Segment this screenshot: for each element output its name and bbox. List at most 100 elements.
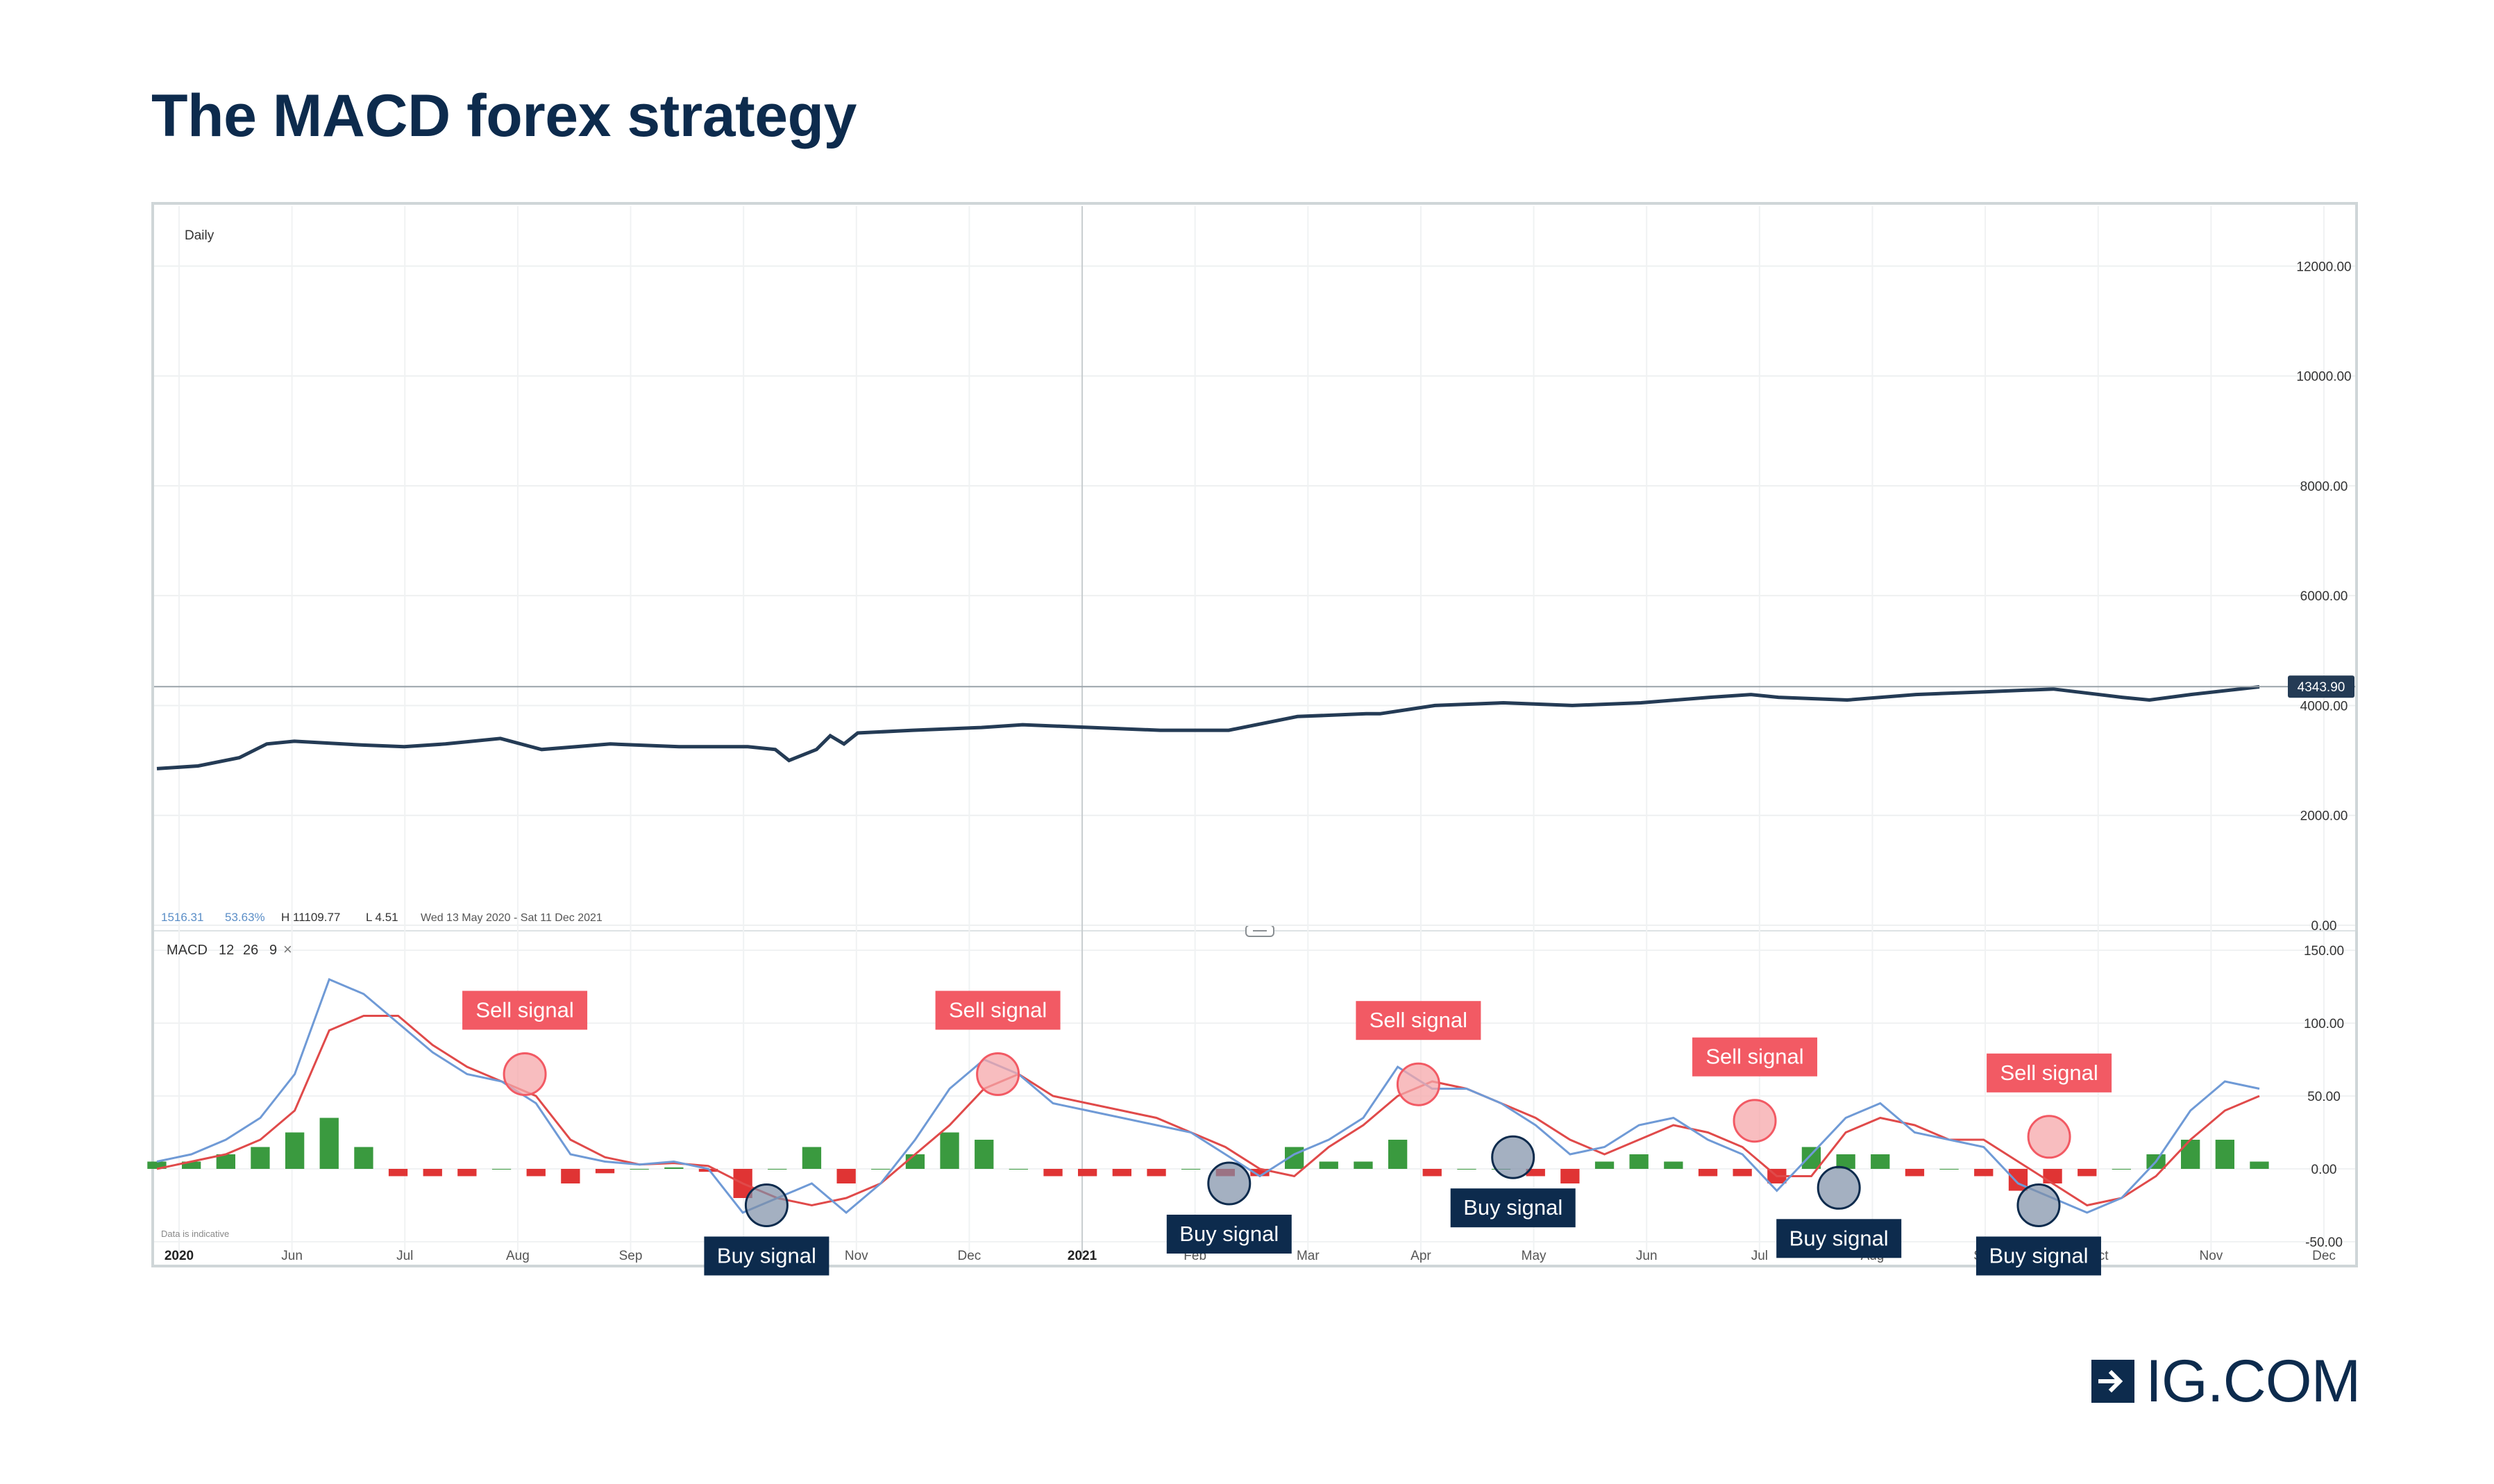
buy-signal-circle [1817,1165,1861,1210]
sell-signal-marker: Sell signal [1356,1001,1481,1106]
histogram-bar [1112,1169,1131,1177]
x-tick-label: Nov [845,1249,868,1263]
histogram-bar [457,1169,477,1177]
buy-signal-marker: Buy signal [1776,1165,1902,1258]
arrow-right-icon [2091,1360,2134,1403]
sell-signal-label: Sell signal [949,998,1047,1022]
histogram-bar [871,1169,891,1170]
histogram-bar [1594,1161,1615,1169]
histogram-bar [1801,1147,1821,1169]
histogram-bar [1250,1169,1270,1177]
sell-signal-badge [1356,1001,1481,1040]
sell-signal-badge [935,990,1061,1030]
histogram-bar [251,1147,270,1169]
histogram-bar [1319,1161,1338,1169]
histogram-bar [2215,1140,2234,1169]
stat-change-pct: 53.63% [225,911,265,924]
sell-signal-label: Sell signal [475,998,573,1022]
sell-signal-marker: Sell signal [1692,1037,1818,1143]
page-title: The MACD forex strategy [151,83,857,149]
x-tick-label: Dec [2312,1249,2336,1263]
sell-signal-circle [1396,1062,1440,1106]
histogram-bar [1388,1140,1408,1169]
stat-high: H 11109.77 [281,911,340,924]
price-tick-label: 2000.00 [2300,809,2348,824]
buy-signal-circle [1207,1161,1252,1206]
ig-logo: IG.COM [2091,1348,2361,1415]
histogram-bar [319,1118,339,1169]
macd-histogram [147,1118,2269,1198]
buy-signal-marker: Buy signal [704,1183,829,1276]
buy-signal-marker: Buy signal [1450,1135,1576,1228]
x-tick-label: 2021 [1068,1249,1097,1263]
sell-signal-circle [2027,1115,2071,1159]
macd-y-axis: 150.00 100.00 50.00 0.00 -50.00 [2304,944,2344,1250]
histogram-bar [1526,1169,1545,1177]
x-tick-label: Jun [1636,1249,1658,1263]
price-y-axis: 12000.00 10000.00 8000.00 6000.00 4000.00 200… [2296,260,2351,934]
x-tick-label: Aug [506,1249,530,1263]
buy-signal-marker: Buy signal [1975,1183,2101,1276]
sell-signal-label: Sell signal [1705,1045,1803,1069]
sell-signal-marker: Sell signal [1987,1053,2112,1159]
buy-signal-badge [1166,1215,1292,1254]
histogram-bar [2181,1140,2200,1169]
sell-signal-badge [1987,1053,2112,1093]
indicative-note: Data is indicative [161,1229,229,1239]
histogram-bar [975,1140,994,1169]
histogram-bar [2078,1169,2097,1177]
histogram-bar [423,1169,442,1177]
histogram-bar [2250,1161,2269,1169]
buy-signal-label: Buy signal [717,1244,816,1268]
histogram-bar [1560,1169,1580,1183]
macd-param-slow: 26 [243,943,258,958]
buy-signal-circle [1491,1135,1535,1179]
histogram-bar [1629,1154,1649,1169]
sell-signal-marker: Sell signal [935,990,1061,1096]
price-tick-label: 8000.00 [2300,480,2348,494]
macd-tick-label: -50.00 [2305,1236,2343,1250]
buy-signal-label: Buy signal [1989,1244,2088,1268]
macd-param-fast: 12 [219,943,234,958]
histogram-bar [388,1169,408,1177]
histogram-bar [1974,1169,1994,1177]
interval-label[interactable]: Daily [185,228,214,243]
histogram-bar [491,1169,512,1170]
price-tick-label: 6000.00 [2300,589,2348,604]
macd-param-signal: 9 [269,943,277,958]
histogram-bar [1664,1161,1683,1169]
histogram-bar [1939,1169,1959,1170]
x-tick-label: Jul [396,1249,413,1263]
histogram-bar [1733,1169,1752,1177]
macd-tick-label: 150.00 [2304,944,2344,959]
x-tick-label: Sep [619,1249,643,1263]
histogram-bar [1043,1169,1063,1177]
histogram-bar [1457,1169,1476,1170]
price-tick-label: 10000.00 [2296,370,2351,385]
sell-signal-circle [1733,1099,1777,1143]
buy-signal-badge [704,1236,829,1276]
sell-signal-circle [503,1052,547,1096]
histogram-bar [285,1132,305,1169]
price-tick-label: 0.00 [2311,919,2337,934]
x-tick-label: Jul [1751,1249,1768,1263]
x-tick-label: Nov [2199,1249,2223,1263]
histogram-bar [1147,1169,1166,1177]
x-tick-label: Mar [1297,1249,1320,1263]
histogram-bar [802,1147,822,1169]
histogram-bar [595,1169,615,1174]
x-tick-label: Apr [1410,1249,1431,1263]
sell-signal-badge [1692,1037,1818,1077]
price-line [156,685,2260,770]
sell-signal-label: Sell signal [1370,1008,1467,1032]
buy-signal-badge [1450,1188,1576,1228]
histogram-bar [2008,1169,2028,1191]
macd-tick-label: 100.00 [2304,1017,2344,1031]
last-price-label: 4343.90 [2298,680,2345,695]
close-icon[interactable]: × [283,941,292,958]
buy-signal-badge [1975,1236,2101,1276]
stat-change: 1516.31 [161,911,203,924]
histogram-bar [561,1169,580,1183]
macd-label: MACD [167,943,208,958]
